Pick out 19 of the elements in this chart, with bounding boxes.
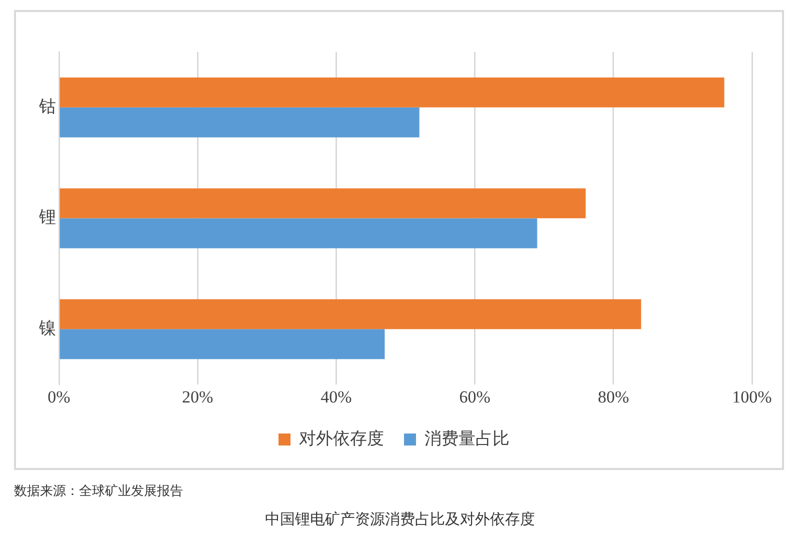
x-tick-label: 60%	[459, 387, 490, 406]
x-tick-label: 40%	[320, 387, 352, 406]
y-tick-label: 镍	[38, 318, 56, 339]
x-tick-label: 20%	[182, 387, 214, 406]
x-tick-label: 0%	[48, 387, 70, 406]
source-note: 数据来源：全球矿业发展报告	[14, 483, 183, 500]
x-tick-label: 100%	[732, 387, 772, 406]
text: 中国锂电矿产资源消费占比及对外依存度	[264, 510, 536, 529]
bar	[60, 329, 385, 360]
bar	[60, 107, 420, 138]
bar	[60, 299, 642, 330]
y-tick-label: 锂	[38, 208, 56, 228]
legend-label: 消费量占比	[424, 428, 510, 449]
y-tick-label: 钴	[38, 96, 56, 117]
bar	[60, 218, 538, 248]
bar	[60, 78, 724, 108]
bar	[60, 188, 586, 218]
x-tick-label: 80%	[598, 387, 629, 406]
legend-label: 对外依存度	[299, 428, 384, 449]
